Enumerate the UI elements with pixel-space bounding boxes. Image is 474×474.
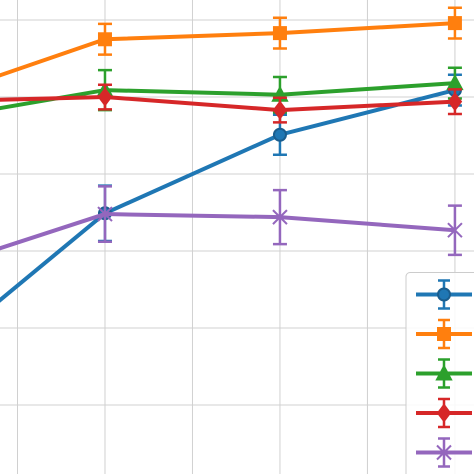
series (0, 185, 463, 257)
marker (272, 127, 287, 142)
marker (272, 26, 287, 41)
series-line (0, 95, 456, 113)
legend (405, 272, 474, 474)
marker (97, 32, 112, 47)
marker (272, 209, 288, 225)
marker (436, 444, 452, 461)
marker (437, 327, 451, 341)
series-line (0, 212, 456, 251)
marker (437, 287, 451, 302)
marker (97, 206, 113, 222)
marker (447, 91, 463, 112)
marker (436, 403, 452, 423)
marker (447, 222, 463, 238)
series (0, 83, 463, 124)
series-line (0, 21, 456, 78)
marker (97, 87, 113, 107)
marker (447, 16, 462, 31)
marker (435, 364, 453, 381)
series-line (0, 81, 456, 111)
series (0, 6, 462, 78)
marker (272, 100, 288, 120)
series-line (0, 88, 456, 303)
